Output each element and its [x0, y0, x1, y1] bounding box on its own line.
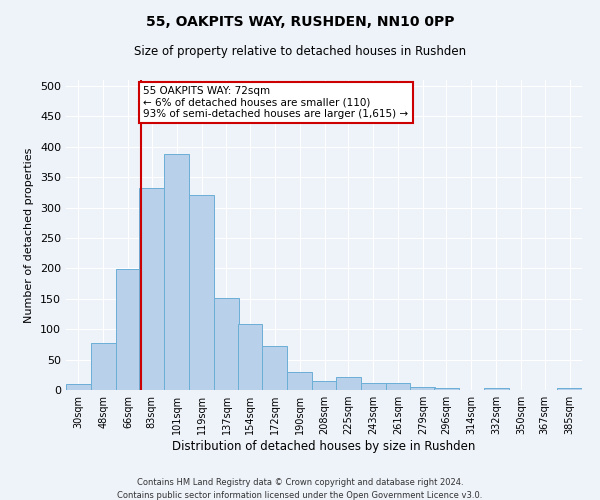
Bar — [139, 188, 164, 390]
Bar — [164, 154, 189, 390]
Bar — [287, 372, 312, 390]
Bar — [336, 377, 361, 390]
Bar — [66, 384, 91, 390]
Bar — [434, 388, 459, 390]
X-axis label: Distribution of detached houses by size in Rushden: Distribution of detached houses by size … — [172, 440, 476, 453]
Y-axis label: Number of detached properties: Number of detached properties — [25, 148, 34, 322]
Bar — [91, 342, 116, 390]
Bar — [484, 388, 509, 390]
Bar — [410, 387, 436, 390]
Bar — [361, 382, 386, 390]
Bar — [238, 324, 262, 390]
Bar — [557, 388, 582, 390]
Bar — [214, 298, 239, 390]
Text: 55 OAKPITS WAY: 72sqm
← 6% of detached houses are smaller (110)
93% of semi-deta: 55 OAKPITS WAY: 72sqm ← 6% of detached h… — [143, 86, 409, 120]
Text: Size of property relative to detached houses in Rushden: Size of property relative to detached ho… — [134, 45, 466, 58]
Bar — [386, 382, 410, 390]
Bar — [189, 196, 214, 390]
Text: 55, OAKPITS WAY, RUSHDEN, NN10 0PP: 55, OAKPITS WAY, RUSHDEN, NN10 0PP — [146, 15, 454, 29]
Bar — [116, 269, 141, 390]
Bar — [312, 381, 337, 390]
Text: Contains HM Land Registry data © Crown copyright and database right 2024.: Contains HM Land Registry data © Crown c… — [137, 478, 463, 487]
Bar — [262, 346, 287, 390]
Text: Contains public sector information licensed under the Open Government Licence v3: Contains public sector information licen… — [118, 490, 482, 500]
